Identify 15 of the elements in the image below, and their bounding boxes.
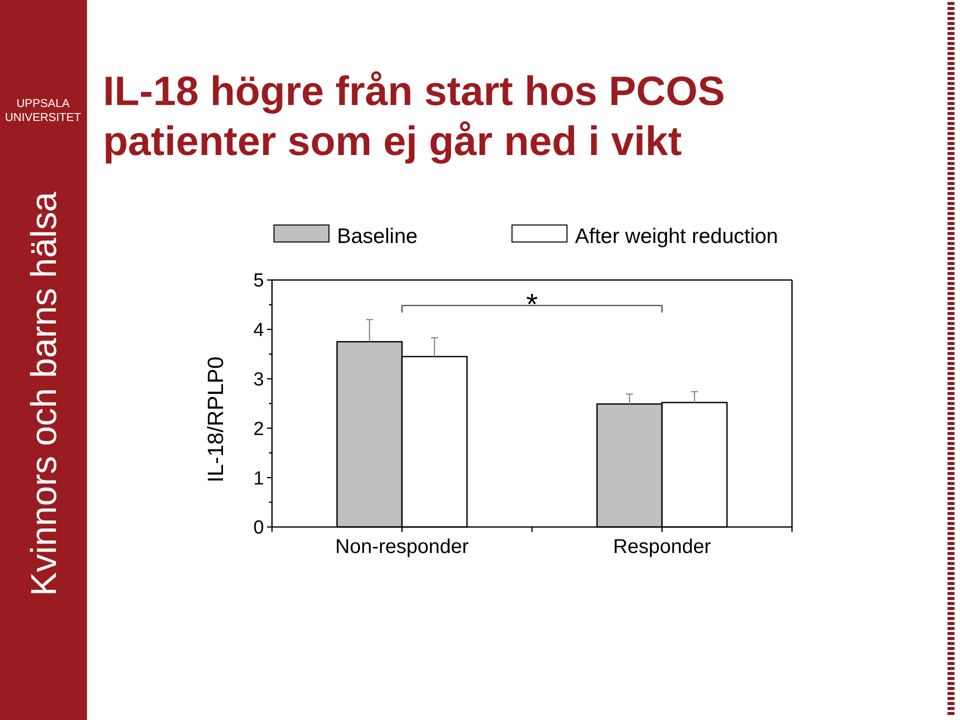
x-tick-label: Non-responder — [335, 536, 470, 558]
y-tick-label: 0 — [253, 518, 264, 539]
y-tick-label: 2 — [253, 418, 264, 440]
y-tick-label: 1 — [253, 468, 264, 490]
text: Kvinnors och barns hälsa — [23, 190, 64, 596]
x-tick-label: Responder — [613, 536, 712, 558]
chart-title: IL-18 högre från start hos PCOS patienter som ej går ned i vikt — [103, 68, 725, 164]
y-tick-label: 3 — [253, 369, 264, 390]
y-tick-label: 4 — [253, 320, 264, 342]
legend-label: Baseline — [337, 225, 418, 248]
y-tick-label: 5 — [253, 270, 264, 292]
y-axis-title: IL-18/RPLP0 — [203, 356, 228, 482]
text: UPPSALA UNIVERSITET — [4, 98, 82, 124]
annotation: * — [526, 288, 538, 322]
legend-label: After weight reduction — [575, 225, 778, 248]
